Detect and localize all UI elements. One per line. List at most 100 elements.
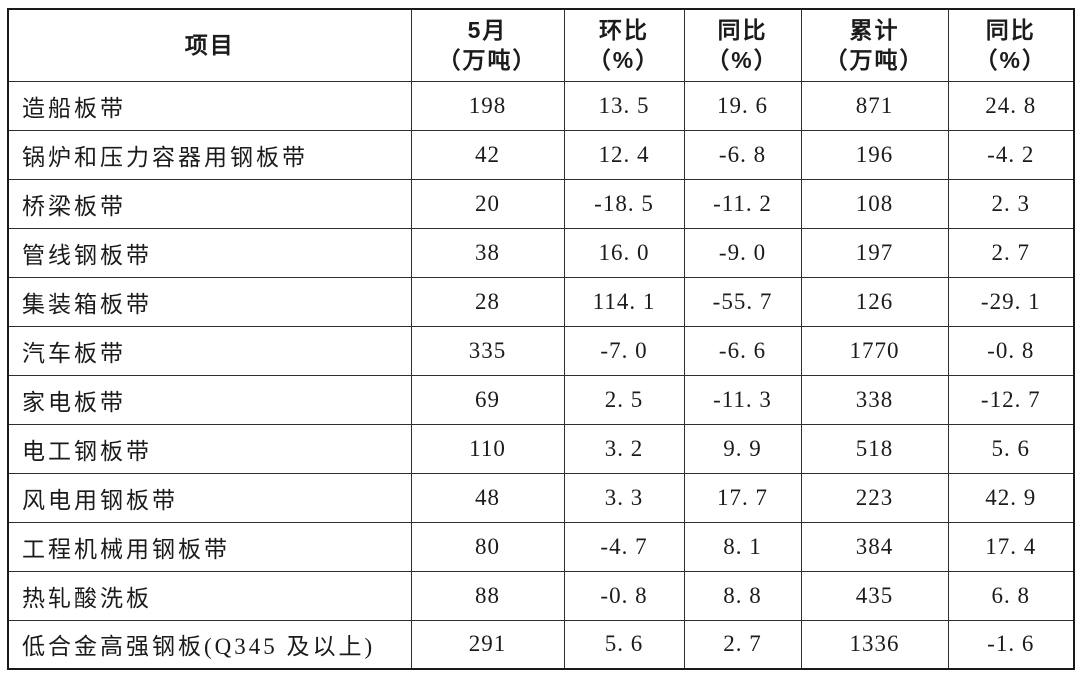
mom-percent-cell: 3. 2: [563, 423, 685, 474]
cumulative-value-cell: 1770: [800, 325, 949, 376]
yoy-percent-cell: 19. 6: [683, 80, 802, 131]
column-header-label: 同比: [985, 17, 1036, 44]
cumulative-yoy-cell: 6. 8: [947, 570, 1075, 621]
mom-percent-cell: 2. 5: [563, 374, 685, 425]
table-row: 低合金高强钢板(Q345 及以上) 291 5. 6 2. 7 1336 -1. 6: [7, 619, 1075, 670]
item-cell: 锅炉和压力容器用钢板带: [7, 129, 412, 180]
yoy-percent-cell: 2. 7: [683, 619, 802, 670]
may-value-cell: 291: [410, 619, 565, 670]
cumulative-value-cell: 1336: [800, 619, 949, 670]
cumulative-yoy-cell: 5. 6: [947, 423, 1075, 474]
column-header-cumulative: 累计 （万吨）: [800, 8, 949, 82]
column-header-unit: （万吨）: [824, 47, 925, 74]
item-cell: 低合金高强钢板(Q345 及以上): [7, 619, 412, 670]
column-header-item: 项目: [7, 8, 412, 82]
cumulative-value-cell: 197: [800, 227, 949, 278]
table-row: 管线钢板带 38 16. 0 -9. 0 197 2. 7: [7, 227, 1075, 278]
cumulative-value-cell: 108: [800, 178, 949, 229]
item-cell: 汽车板带: [7, 325, 412, 376]
may-value-cell: 20: [410, 178, 565, 229]
table-row: 集装箱板带 28 114. 1 -55. 7 126 -29. 1: [7, 276, 1075, 327]
cumulative-yoy-cell: 17. 4: [947, 521, 1075, 572]
mom-percent-cell: 5. 6: [563, 619, 685, 670]
table-row: 工程机械用钢板带 80 -4. 7 8. 1 384 17. 4: [7, 521, 1075, 572]
column-header-label: 环比: [599, 17, 649, 44]
may-value-cell: 42: [410, 129, 565, 180]
may-value-cell: 110: [410, 423, 565, 474]
yoy-percent-cell: -55. 7: [683, 276, 802, 327]
yoy-percent-cell: -9. 0: [683, 227, 802, 278]
mom-percent-cell: -18. 5: [563, 178, 685, 229]
cumulative-yoy-cell: -12. 7: [947, 374, 1075, 425]
may-value-cell: 198: [410, 80, 565, 131]
cumulative-value-cell: 126: [800, 276, 949, 327]
column-header-unit: （%）: [587, 47, 661, 74]
cumulative-value-cell: 223: [800, 472, 949, 523]
mom-percent-cell: 114. 1: [563, 276, 685, 327]
cumulative-value-cell: 384: [800, 521, 949, 572]
cumulative-value-cell: 196: [800, 129, 949, 180]
table-header: 项目 5月 （万吨） 环比 （%） 同比 （%） 累计 （万吨）: [7, 8, 1075, 82]
may-value-cell: 48: [410, 472, 565, 523]
cumulative-yoy-cell: -4. 2: [947, 129, 1075, 180]
item-cell: 造船板带: [7, 80, 412, 131]
item-cell: 桥梁板带: [7, 178, 412, 229]
may-value-cell: 335: [410, 325, 565, 376]
table-body: 造船板带 198 13. 5 19. 6 871 24. 8 锅炉和压力容器用钢板带 42 12…: [7, 80, 1075, 670]
mom-percent-cell: -7. 0: [563, 325, 685, 376]
yoy-percent-cell: -6. 6: [683, 325, 802, 376]
mom-percent-cell: 3. 3: [563, 472, 685, 523]
item-cell: 电工钢板带: [7, 423, 412, 474]
column-header-mom: 环比 （%）: [563, 8, 685, 82]
yoy-percent-cell: -11. 2: [683, 178, 802, 229]
mom-percent-cell: 13. 5: [563, 80, 685, 131]
cumulative-yoy-cell: 24. 8: [947, 80, 1075, 131]
table-row: 电工钢板带 110 3. 2 9. 9 518 5. 6: [7, 423, 1075, 474]
header-row: 项目 5月 （万吨） 环比 （%） 同比 （%） 累计 （万吨）: [7, 8, 1075, 82]
cumulative-yoy-cell: -1. 6: [947, 619, 1075, 670]
cumulative-yoy-cell: 42. 9: [947, 472, 1075, 523]
table-row: 热轧酸洗板 88 -0. 8 8. 8 435 6. 8: [7, 570, 1075, 621]
column-header-cumulative-yoy: 同比 （%）: [947, 8, 1075, 82]
table-row: 锅炉和压力容器用钢板带 42 12. 4 -6. 8 196 -4. 2: [7, 129, 1075, 180]
mom-percent-cell: 16. 0: [563, 227, 685, 278]
table-row: 造船板带 198 13. 5 19. 6 871 24. 8: [7, 80, 1075, 131]
yoy-percent-cell: 17. 7: [683, 472, 802, 523]
cumulative-value-cell: 435: [800, 570, 949, 621]
may-value-cell: 80: [410, 521, 565, 572]
cumulative-yoy-cell: 2. 7: [947, 227, 1075, 278]
table-row: 桥梁板带 20 -18. 5 -11. 2 108 2. 3: [7, 178, 1075, 229]
column-header-label: 同比: [717, 17, 768, 44]
item-cell: 家电板带: [7, 374, 412, 425]
yoy-percent-cell: 8. 1: [683, 521, 802, 572]
cumulative-value-cell: 871: [800, 80, 949, 131]
steel-output-table: 项目 5月 （万吨） 环比 （%） 同比 （%） 累计 （万吨）: [7, 8, 1075, 670]
item-cell: 热轧酸洗板: [7, 570, 412, 621]
column-header-label: 累计: [849, 17, 900, 44]
item-cell: 工程机械用钢板带: [7, 521, 412, 572]
yoy-percent-cell: 9. 9: [683, 423, 802, 474]
column-header-label: 项目: [184, 32, 235, 59]
column-header-unit: （%）: [706, 47, 779, 74]
item-cell: 集装箱板带: [7, 276, 412, 327]
cumulative-yoy-cell: -29. 1: [947, 276, 1075, 327]
table-row: 汽车板带 335 -7. 0 -6. 6 1770 -0. 8: [7, 325, 1075, 376]
yoy-percent-cell: 8. 8: [683, 570, 802, 621]
item-cell: 管线钢板带: [7, 227, 412, 278]
table-row: 风电用钢板带 48 3. 3 17. 7 223 42. 9: [7, 472, 1075, 523]
column-header-unit: （万吨）: [437, 47, 538, 74]
may-value-cell: 69: [410, 374, 565, 425]
yoy-percent-cell: -11. 3: [683, 374, 802, 425]
may-value-cell: 38: [410, 227, 565, 278]
column-header-label: 5月: [467, 17, 508, 44]
cumulative-value-cell: 518: [800, 423, 949, 474]
may-value-cell: 88: [410, 570, 565, 621]
item-cell: 风电用钢板带: [7, 472, 412, 523]
cumulative-value-cell: 338: [800, 374, 949, 425]
cumulative-yoy-cell: 2. 3: [947, 178, 1075, 229]
column-header-may: 5月 （万吨）: [410, 8, 565, 82]
column-header-unit: （%）: [974, 47, 1047, 74]
mom-percent-cell: -4. 7: [563, 521, 685, 572]
mom-percent-cell: 12. 4: [563, 129, 685, 180]
